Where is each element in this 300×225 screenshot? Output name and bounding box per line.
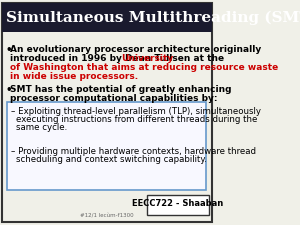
Text: University: University: [122, 54, 174, 63]
FancyBboxPatch shape: [2, 3, 212, 32]
FancyBboxPatch shape: [7, 102, 206, 190]
Text: •: •: [6, 85, 12, 95]
Text: – Providing multiple hardware contexts, hardware thread: – Providing multiple hardware contexts, …: [11, 147, 256, 156]
Text: Simultaneous Multithreading (SMT): Simultaneous Multithreading (SMT): [6, 11, 300, 25]
Text: of Washington that aims at reducing resource waste: of Washington that aims at reducing reso…: [10, 63, 278, 72]
FancyBboxPatch shape: [2, 3, 212, 222]
Text: SMT has the potential of greatly enhancing: SMT has the potential of greatly enhanci…: [10, 85, 232, 94]
FancyBboxPatch shape: [146, 195, 209, 215]
Text: •: •: [6, 45, 12, 55]
Text: in wide issue processors.: in wide issue processors.: [10, 72, 138, 81]
Text: – Exploiting thread-level parallelism (TLP), simultaneously: – Exploiting thread-level parallelism (T…: [11, 107, 261, 116]
Text: An evolutionary processor architecture originally: An evolutionary processor architecture o…: [10, 45, 261, 54]
Text: processor computational capabilities by:: processor computational capabilities by:: [10, 94, 218, 103]
Text: executing instructions from different threads during the: executing instructions from different th…: [16, 115, 257, 124]
Text: same cycle.: same cycle.: [16, 123, 67, 132]
Text: introduced in 1996 by Dean Tullsen at the: introduced in 1996 by Dean Tullsen at th…: [10, 54, 224, 63]
Text: scheduling and context switching capability.: scheduling and context switching capabil…: [16, 155, 207, 164]
Text: #12/1 lecùm-f1300: #12/1 lecùm-f1300: [80, 213, 133, 218]
Text: EECC722 - Shaaban: EECC722 - Shaaban: [132, 198, 224, 207]
